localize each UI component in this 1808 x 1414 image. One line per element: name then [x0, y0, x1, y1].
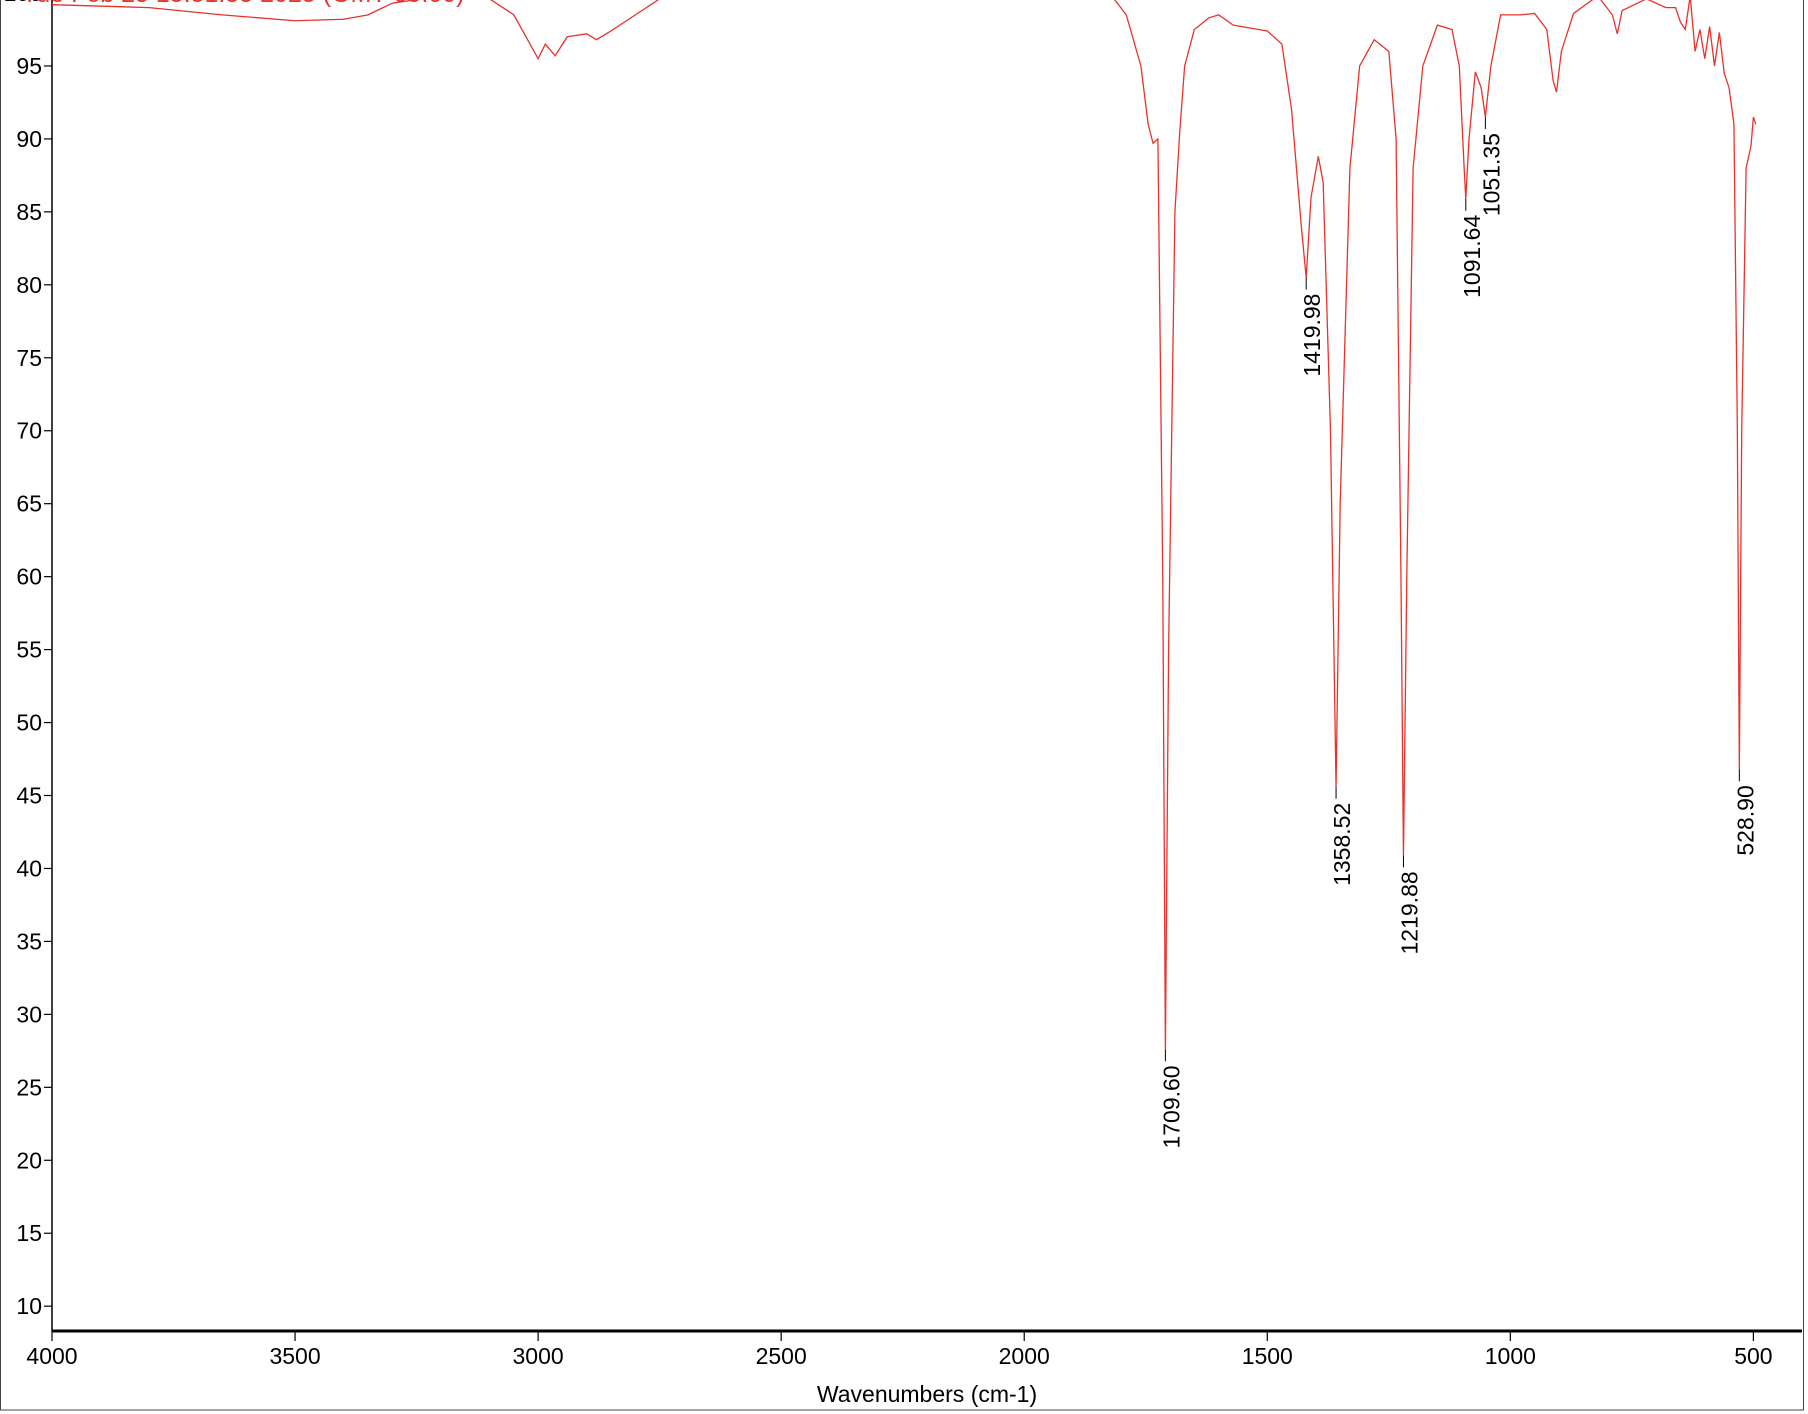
y-tick-label: 25: [16, 1074, 42, 1100]
y-tick-label: 85: [16, 199, 42, 225]
peak-label: 1219.88: [1396, 871, 1422, 954]
y-tick-label: 75: [16, 345, 42, 371]
peak-label: 1091.64: [1459, 215, 1485, 298]
x-axis-label: Wavenumbers (cm-1): [817, 1381, 1037, 1407]
y-tick-label: 30: [16, 1001, 42, 1027]
x-tick-label: 3500: [269, 1343, 320, 1369]
x-tick-label: 1000: [1485, 1343, 1536, 1369]
plot-area: [52, 0, 1757, 1050]
y-tick-label: 15: [16, 1220, 42, 1246]
peak-label: 1419.98: [1299, 294, 1325, 377]
x-tick-label: 2500: [756, 1343, 807, 1369]
x-tick-label: 2000: [999, 1343, 1050, 1369]
x-tick-label: 4000: [26, 1343, 77, 1369]
y-tick-label: 95: [16, 53, 42, 79]
x-tick-label: 3000: [513, 1343, 564, 1369]
y-tick-label: 10: [16, 1293, 42, 1319]
spectrum-line: [52, 0, 1757, 1050]
y-tick-label: 50: [16, 710, 42, 736]
y-tick-label: 65: [16, 491, 42, 517]
x-tick-label: 1500: [1242, 1343, 1293, 1369]
peak-label: 1051.35: [1478, 133, 1504, 216]
y-tick-label: 40: [16, 855, 42, 881]
y-tick-label: 20: [16, 1147, 42, 1173]
y-tick-label: 100: [4, 0, 42, 6]
y-tick-label: 60: [16, 564, 42, 590]
peak-label: 528.90: [1732, 785, 1758, 855]
y-tick-label: 45: [16, 783, 42, 809]
peak-label: 1358.52: [1329, 803, 1355, 886]
y-tick-label: 35: [16, 928, 42, 954]
peak-label: 1709.60: [1158, 1065, 1184, 1148]
x-tick-label: 500: [1734, 1343, 1772, 1369]
y-tick-label: 80: [16, 272, 42, 298]
y-tick-label: 90: [16, 126, 42, 152]
y-tick-label: 70: [16, 418, 42, 444]
y-tick-label: 55: [16, 637, 42, 663]
